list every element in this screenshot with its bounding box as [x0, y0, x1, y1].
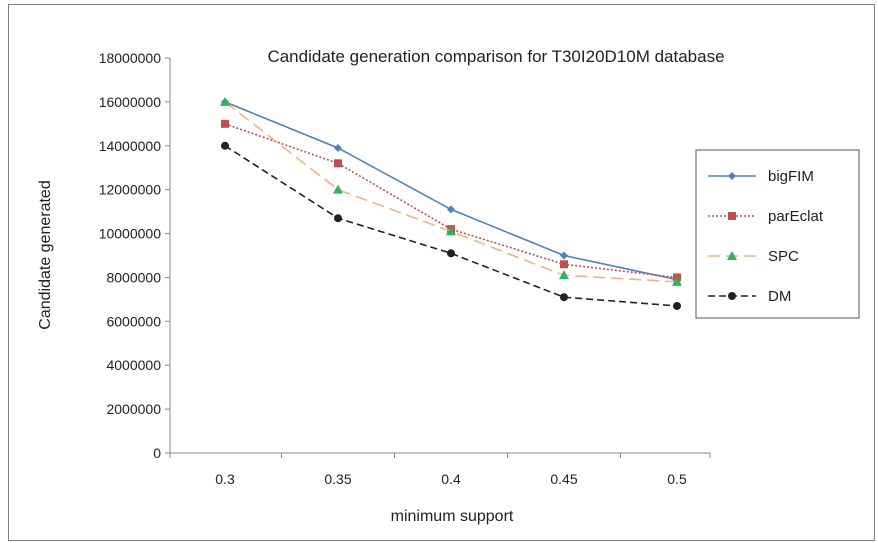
- chart-title: Candidate generation comparison for T30I…: [267, 47, 724, 66]
- x-axis-ticks: 0.3 0.35 0.4 0.45 0.5: [169, 453, 711, 487]
- legend-label-parEclat: parEclat: [768, 208, 824, 225]
- series-SPC: [220, 96, 682, 286]
- data-point-bigFIM: [560, 251, 568, 260]
- y-tick-label: 10000000: [99, 226, 162, 242]
- x-tick-label: 0.4: [441, 471, 461, 487]
- legend-label-DM: DM: [768, 288, 791, 305]
- data-point-DM: [673, 301, 681, 310]
- data-point-SPC: [559, 270, 569, 280]
- y-tick-label: 2000000: [106, 401, 161, 417]
- data-point-bigFIM: [334, 143, 342, 152]
- data-point-parEclat: [221, 119, 229, 128]
- y-axis-label: Candidate generated: [37, 180, 54, 329]
- y-tick-label: 12000000: [99, 182, 162, 198]
- legend: bigFIM parEclat SPC DM: [695, 149, 860, 319]
- x-tick-label: 0.5: [667, 471, 687, 487]
- data-point-DM: [334, 214, 342, 223]
- data-point-SPC: [333, 184, 343, 194]
- y-tick-label: 0: [153, 445, 161, 461]
- x-axis-label: minimum support: [391, 508, 514, 525]
- series-group: [220, 96, 682, 310]
- legend-label-SPC: SPC: [768, 248, 799, 265]
- series-line-DM: [224, 145, 678, 307]
- y-tick-label: 6000000: [106, 313, 161, 329]
- data-point-bigFIM: [447, 205, 455, 214]
- legend-marker-parEclat: [728, 212, 736, 220]
- legend-label-bigFIM: bigFIM: [768, 168, 814, 185]
- series-DM: [221, 141, 681, 310]
- data-point-DM: [447, 249, 455, 258]
- data-point-DM: [560, 293, 568, 302]
- legend-marker-SPC: [727, 251, 737, 260]
- x-tick-label: 0.45: [550, 471, 577, 487]
- data-point-SPC: [220, 96, 230, 106]
- data-point-SPC: [672, 276, 682, 286]
- y-axis-ticks: 0 2000000 4000000 6000000 8000000 10000000 120…: [99, 50, 170, 461]
- legend-marker-DM: [728, 292, 736, 300]
- legend-box: [695, 149, 860, 319]
- y-tick-label: 8000000: [106, 269, 161, 285]
- legend-marker-bigFIM: [728, 172, 736, 180]
- data-point-DM: [221, 141, 229, 150]
- y-tick-label: 4000000: [106, 357, 161, 373]
- y-tick-label: 14000000: [99, 138, 162, 154]
- data-point-SPC: [446, 226, 456, 236]
- y-tick-label: 16000000: [99, 94, 162, 110]
- data-point-parEclat: [334, 159, 342, 168]
- y-tick-label: 18000000: [99, 50, 162, 66]
- x-tick-label: 0.35: [324, 471, 351, 487]
- x-tick-label: 0.3: [215, 471, 235, 487]
- data-point-parEclat: [560, 260, 568, 269]
